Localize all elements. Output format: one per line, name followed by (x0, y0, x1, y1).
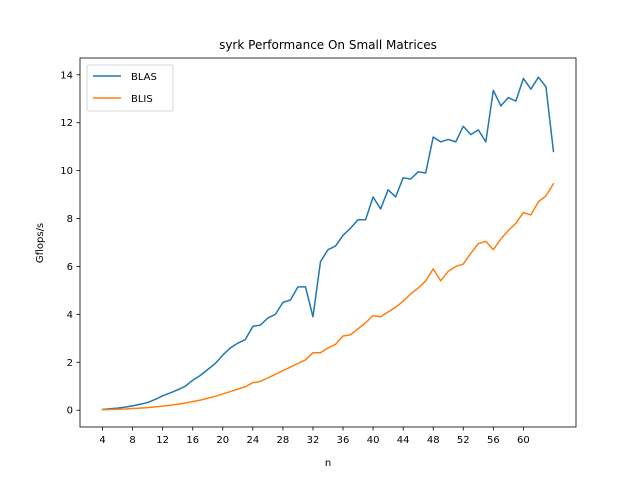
legend-label-blas: BLAS (131, 72, 157, 83)
x-tick-label: 12 (156, 435, 169, 446)
x-tick-label: 36 (337, 435, 350, 446)
x-tick-label: 8 (129, 435, 135, 446)
x-tick-label: 56 (487, 435, 500, 446)
legend-label-blis: BLIS (131, 94, 153, 105)
y-tick-label: 6 (67, 262, 73, 273)
x-tick-label: 44 (397, 435, 410, 446)
x-tick-label: 60 (517, 435, 530, 446)
series-line-blis (101, 182, 555, 411)
y-tick-label: 4 (67, 310, 73, 321)
legend: BLAS BLIS (86, 64, 174, 112)
y-tick-label: 2 (67, 358, 73, 369)
x-tick-label: 48 (427, 435, 440, 446)
y-tick-label: 14 (60, 70, 73, 81)
x-tick-label: 32 (307, 435, 320, 446)
x-tick-label: 40 (367, 435, 380, 446)
x-axis-label: n (325, 458, 331, 469)
series-line-blas (101, 76, 555, 411)
legend-box (86, 64, 174, 112)
y-tick-label: 8 (67, 214, 73, 225)
chart-title: syrk Performance On Small Matrices (219, 38, 437, 52)
y-axis-label: Gflops/s (35, 223, 46, 263)
axes-frame (79, 57, 577, 428)
x-tick-label: 4 (99, 435, 105, 446)
x-tick-label: 28 (277, 435, 290, 446)
x-tick-label: 52 (457, 435, 470, 446)
y-tick-label: 12 (60, 118, 73, 129)
x-tick-label: 20 (216, 435, 229, 446)
y-tick-label: 0 (67, 406, 73, 417)
x-tick-label: 24 (246, 435, 259, 446)
x-tick-label: 16 (186, 435, 199, 446)
y-tick-label: 10 (60, 166, 73, 177)
